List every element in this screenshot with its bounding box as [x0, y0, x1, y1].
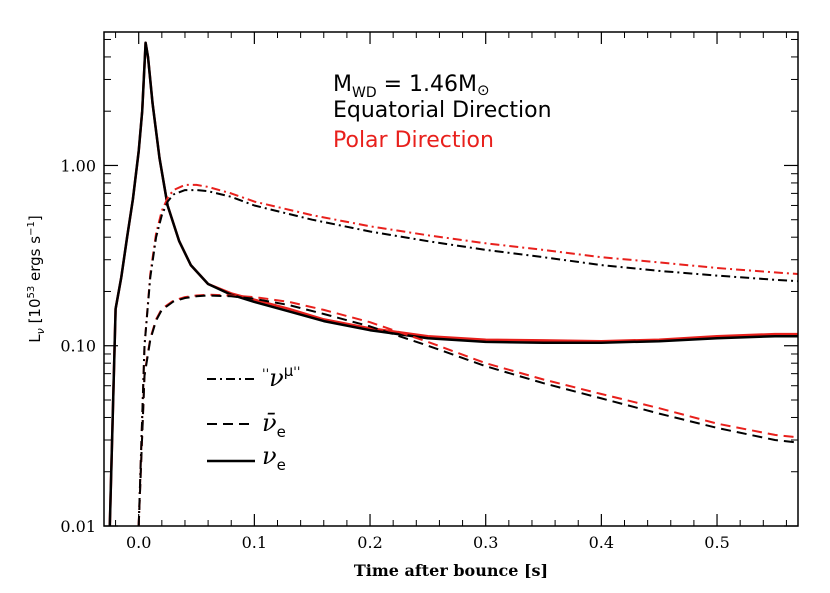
equatorial-annotation: Equatorial Direction [333, 98, 552, 123]
legend-label-nu-e: νe [262, 442, 286, 474]
x-tick-label: 0.4 [589, 533, 614, 552]
x-axis: 0.0 0.1 0.2 0.3 0.4 0.5 [115, 32, 787, 552]
mass-annotation: MWD = 1.46M⊙ [333, 72, 490, 101]
series-line-nu-mu-equatorial [137, 189, 798, 526]
y-axis: 0.01 0.10 1.00 [60, 38, 798, 536]
polar-annotation: Polar Direction [333, 128, 494, 153]
y-axis-title: Lν [1053 ergs s−1] [26, 215, 47, 342]
y-tick-label: 1.00 [60, 156, 96, 175]
plot-frame [103, 31, 799, 527]
series-line-nu-mu-polar [137, 183, 798, 526]
legend-label-anti-nu-e: ν̄e [262, 409, 286, 441]
x-axis-title: Time after bounce [s] [354, 561, 548, 580]
series-line-anti-nu-e-equatorial [137, 294, 798, 526]
legend-label-nu-mu: ''νμ'' [262, 362, 300, 392]
x-tick-label: 0.3 [473, 533, 498, 552]
y-tick-label: 0.10 [60, 337, 96, 356]
x-tick-label: 0.0 [126, 533, 151, 552]
x-tick-label: 0.5 [704, 533, 729, 552]
series-layer [108, 41, 798, 526]
y-tick-label: 0.01 [60, 517, 96, 536]
series-line-nu-e-equatorial [108, 41, 798, 526]
series-line-anti-nu-e-polar [137, 293, 798, 526]
x-tick-label: 0.2 [357, 533, 382, 552]
x-tick-label: 0.1 [242, 533, 267, 552]
legend: ''νμ'' ν̄e νe [207, 362, 300, 474]
